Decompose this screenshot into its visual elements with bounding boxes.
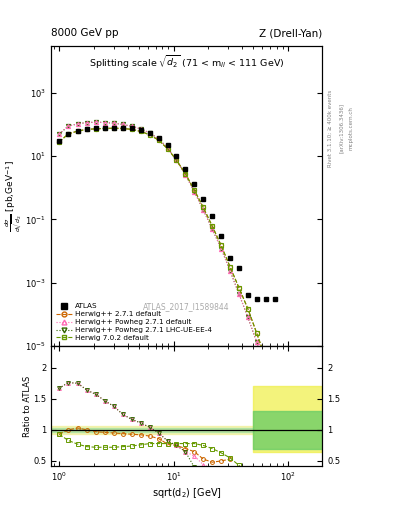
X-axis label: sqrt(d$_2$) [GeV]: sqrt(d$_2$) [GeV] <box>152 486 222 500</box>
Text: 8000 GeV pp: 8000 GeV pp <box>51 28 119 38</box>
Text: Splitting scale $\sqrt{d_2}$ (71 < m$_{ll}$ < 111 GeV): Splitting scale $\sqrt{d_2}$ (71 < m$_{l… <box>89 54 285 71</box>
Y-axis label: $\frac{d\sigma}{d\sqrt{d_2}}$ [pb,GeV$^{-1}$]: $\frac{d\sigma}{d\sqrt{d_2}}$ [pb,GeV$^{… <box>4 160 24 232</box>
Y-axis label: Ratio to ATLAS: Ratio to ATLAS <box>23 375 32 437</box>
Text: ATLAS_2017_I1589844: ATLAS_2017_I1589844 <box>143 303 230 311</box>
Legend: ATLAS, Herwig++ 2.7.1 default, Herwig++ Powheg 2.7.1 default, Herwig++ Powheg 2.: ATLAS, Herwig++ 2.7.1 default, Herwig++ … <box>55 302 213 343</box>
Text: Rivet 3.1.10; ≥ 400k events: Rivet 3.1.10; ≥ 400k events <box>328 90 333 166</box>
Text: mcplots.cern.ch: mcplots.cern.ch <box>349 106 354 150</box>
Text: Z (Drell-Yan): Z (Drell-Yan) <box>259 28 322 38</box>
Text: [arXiv:1306.3436]: [arXiv:1306.3436] <box>339 103 344 153</box>
